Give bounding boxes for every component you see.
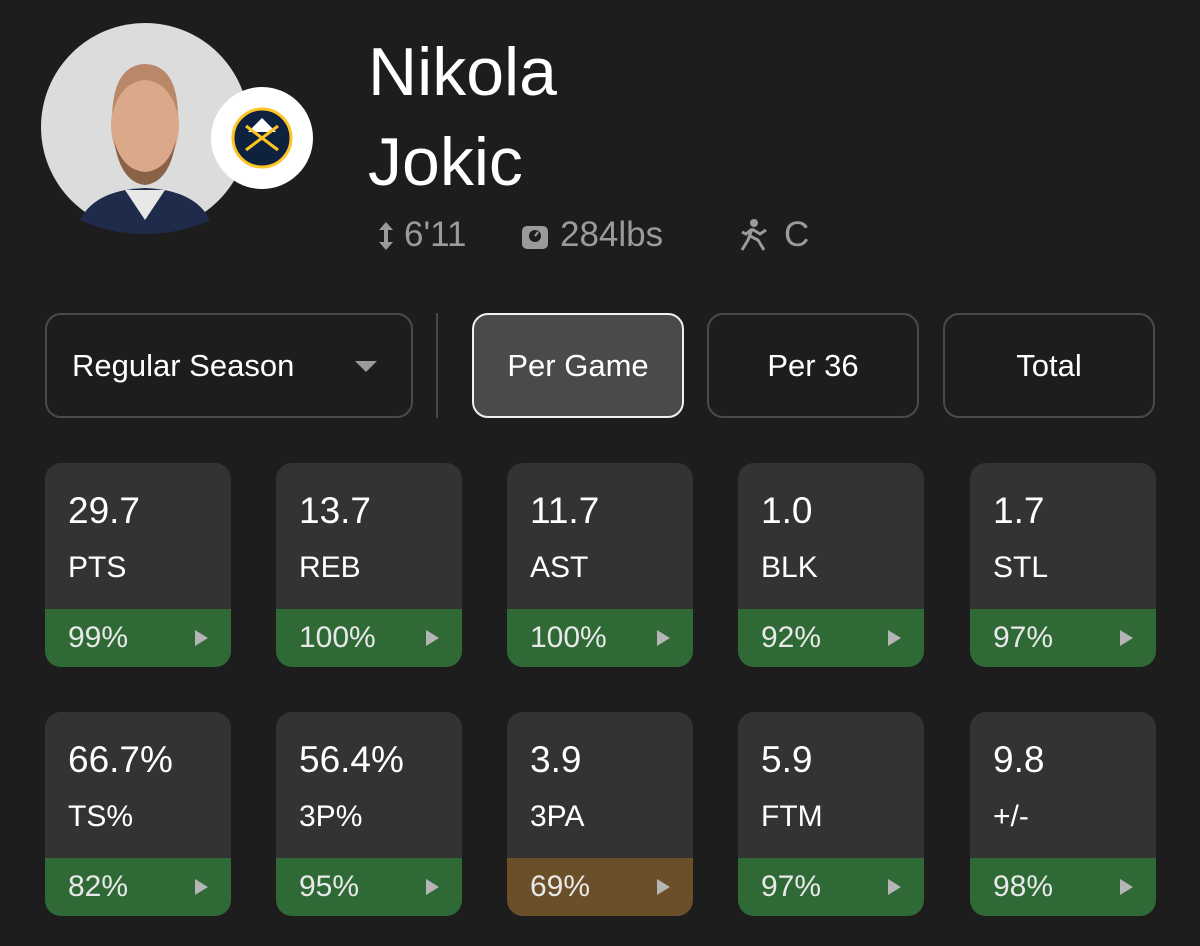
percentile-bar: 69% <box>507 858 693 916</box>
percentile: 99% <box>68 621 129 654</box>
stat-label: PTS <box>68 551 127 584</box>
percentile-bar: 97% <box>970 609 1156 667</box>
percentile: 97% <box>761 870 822 903</box>
percentile-bar: 98% <box>970 858 1156 916</box>
arrow-icon <box>195 630 208 646</box>
stat-label: FTM <box>761 800 823 833</box>
position-icon <box>740 219 767 251</box>
height: 6'11 <box>404 215 467 254</box>
stat-value: 13.7 <box>299 490 372 531</box>
stat-value: 5.9 <box>761 739 813 780</box>
percentile-bar: 97% <box>738 858 924 916</box>
arrow-icon <box>426 879 439 895</box>
season-dropdown[interactable]: Regular Season <box>45 313 413 418</box>
arrow-icon <box>195 879 208 895</box>
percentile-bar: 100% <box>507 609 693 667</box>
stat-card[interactable]: 3.9 3PA 69% <box>507 712 693 916</box>
first-name: Nikola <box>368 34 557 110</box>
percentile-bar: 99% <box>45 609 231 667</box>
arrow-icon <box>657 630 670 646</box>
stat-value: 3.9 <box>530 739 582 780</box>
stat-label: +/- <box>993 800 1029 833</box>
height-icon <box>379 222 393 250</box>
season-label: Regular Season <box>72 347 295 383</box>
stat-value: 29.7 <box>68 490 141 531</box>
stat-label: TS% <box>68 800 134 833</box>
percentile: 69% <box>530 870 591 903</box>
percentile-bar: 95% <box>276 858 462 916</box>
stat-card[interactable]: 1.7 STL 97% <box>970 463 1156 667</box>
stat-card[interactable]: 1.0 BLK 92% <box>738 463 924 667</box>
stat-mode-tab[interactable]: Per Game <box>472 313 684 418</box>
percentile-bar: 82% <box>45 858 231 916</box>
player-avatar <box>41 23 313 234</box>
stat-label: 3PA <box>530 800 585 833</box>
position: C <box>784 215 810 254</box>
stat-card[interactable]: 5.9 FTM 97% <box>738 712 924 916</box>
stat-mode-tab[interactable]: Per 36 <box>707 313 919 418</box>
arrow-icon <box>1120 630 1133 646</box>
stat-value: 1.0 <box>761 490 813 531</box>
stat-card[interactable]: 9.8 +/- 98% <box>970 712 1156 916</box>
stat-card[interactable]: 13.7 REB 100% <box>276 463 462 667</box>
percentile: 95% <box>299 870 360 903</box>
dropdown-caret <box>355 361 377 372</box>
stat-card[interactable]: 29.7 PTS 99% <box>45 463 231 667</box>
arrow-icon <box>888 630 901 646</box>
percentile: 100% <box>299 621 376 654</box>
percentile-bar: 100% <box>276 609 462 667</box>
stat-value: 66.7% <box>68 739 173 780</box>
stat-mode-tab[interactable]: Total <box>943 313 1155 418</box>
stat-label: AST <box>530 551 589 584</box>
stat-card[interactable]: 11.7 AST 100% <box>507 463 693 667</box>
stat-card[interactable]: 56.4% 3P% 95% <box>276 712 462 916</box>
arrow-icon <box>426 630 439 646</box>
stat-label: BLK <box>761 551 818 584</box>
divider <box>436 313 438 418</box>
stat-card[interactable]: 66.7% TS% 82% <box>45 712 231 916</box>
percentile: 98% <box>993 870 1054 903</box>
percentile: 82% <box>68 870 129 903</box>
stat-value: 9.8 <box>993 739 1045 780</box>
stat-value: 11.7 <box>530 490 600 531</box>
last-name: Jokic <box>368 124 523 200</box>
percentile: 97% <box>993 621 1054 654</box>
stat-label: 3P% <box>299 800 363 833</box>
stat-value: 1.7 <box>993 490 1045 531</box>
arrow-icon <box>888 879 901 895</box>
stat-label: STL <box>993 551 1049 584</box>
weight: 284lbs <box>560 215 664 254</box>
arrow-icon <box>1120 879 1133 895</box>
percentile: 92% <box>761 621 822 654</box>
arrow-icon <box>657 879 670 895</box>
stat-value: 56.4% <box>299 739 404 780</box>
weight-icon <box>522 226 548 249</box>
stat-label: REB <box>299 551 361 584</box>
percentile: 100% <box>530 621 607 654</box>
percentile-bar: 92% <box>738 609 924 667</box>
